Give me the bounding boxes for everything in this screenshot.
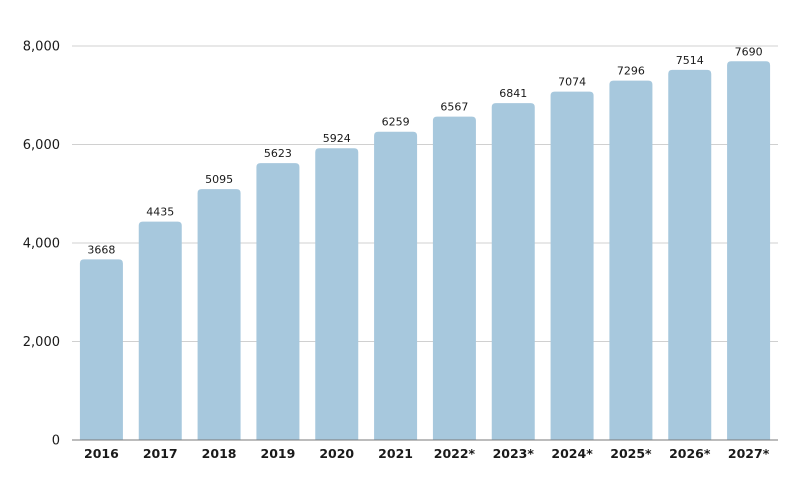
bar-2022 — [432, 116, 476, 440]
y-tick-label: 4,000 — [23, 237, 60, 252]
data-label: 7296 — [617, 65, 645, 78]
bar-2017 — [138, 221, 182, 440]
y-tick-label: 6,000 — [23, 138, 60, 153]
data-label: 7514 — [676, 54, 704, 67]
x-tick-label: 2027* — [728, 446, 770, 461]
x-tick-label: 2025* — [610, 446, 652, 461]
data-label: 6259 — [382, 116, 410, 129]
data-label: 5095 — [205, 173, 233, 186]
x-tick-label: 2020 — [319, 446, 354, 461]
y-tick-label: 2,000 — [23, 335, 60, 350]
bar-2024 — [550, 91, 594, 440]
bar-2026 — [668, 69, 712, 441]
data-labels: 3668 4435 5095 5623 5924 6259 6567 6841 7074 7296… — [87, 45, 762, 256]
data-label: 7690 — [735, 45, 763, 58]
data-label: 4435 — [146, 206, 174, 219]
bar-2025 — [609, 80, 653, 440]
x-tick-label: 2023* — [493, 446, 535, 461]
data-label: 6567 — [440, 101, 468, 114]
bar-2021 — [374, 131, 418, 440]
data-label: 5924 — [323, 132, 351, 145]
x-tick-label: 2024* — [551, 446, 593, 461]
bar-2023 — [491, 103, 535, 440]
x-axis-tick-labels: 2016 2017 2018 2019 2020 2021 2022* 2023* 2024* 2… — [84, 446, 770, 461]
bar-2027 — [727, 61, 771, 440]
bar-2016 — [79, 259, 123, 440]
x-tick-label: 2018 — [202, 446, 237, 461]
data-label: 7074 — [558, 76, 586, 89]
data-label: 3668 — [87, 243, 115, 256]
y-tick-label: 0 — [52, 434, 60, 449]
x-tick-label: 2017 — [143, 446, 178, 461]
x-tick-label: 2016 — [84, 446, 119, 461]
gridlines — [72, 45, 778, 342]
y-tick-label: 8,000 — [23, 40, 60, 55]
data-label: 5623 — [264, 147, 292, 160]
bar-2020 — [315, 148, 359, 441]
data-label: 6841 — [499, 87, 527, 100]
bar-2019 — [256, 163, 300, 440]
x-tick-label: 2026* — [669, 446, 711, 461]
x-tick-label: 2019 — [261, 446, 296, 461]
x-tick-label: 2022* — [434, 446, 476, 461]
bars — [79, 61, 771, 441]
x-tick-label: 2021 — [378, 446, 413, 461]
y-axis-tick-labels: 0 2,000 4,000 6,000 8,000 — [23, 40, 60, 449]
bar-2018 — [197, 189, 241, 440]
